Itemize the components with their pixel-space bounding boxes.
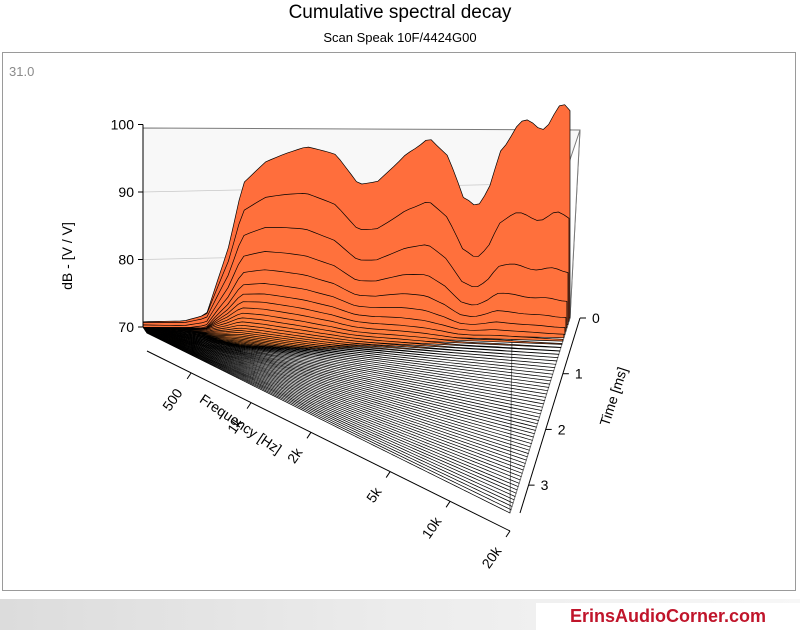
brand-logo[interactable]: ErinsAudioCorner.com	[569, 606, 767, 626]
z-tick-label: 90	[118, 184, 134, 200]
x-tick-label: 5k	[363, 483, 385, 505]
decay-slice	[146, 332, 514, 504]
decay-slice	[144, 329, 544, 405]
x-tick	[385, 471, 391, 478]
decay-slice	[145, 330, 528, 458]
decay-slice	[145, 331, 526, 464]
decay-slice	[143, 328, 552, 382]
decay-slice	[145, 330, 531, 448]
y-axis-label: Time [ms]	[596, 365, 630, 428]
decay-slice	[145, 331, 521, 481]
z-tick-label: 80	[118, 252, 134, 268]
y-tick-label: 3	[541, 477, 549, 493]
decay-slice	[144, 329, 545, 401]
x-tick	[246, 402, 252, 409]
decay-slice	[146, 332, 515, 501]
decay-slice	[146, 332, 511, 514]
decay-slice	[145, 330, 534, 438]
y-tick-label: 0	[592, 310, 600, 326]
z-tick-label: 70	[118, 319, 134, 335]
decay-slice	[145, 330, 532, 444]
z-axis-label: dB - [V / V]	[59, 222, 75, 290]
decay-slice	[145, 330, 533, 441]
decay-slice	[145, 330, 529, 454]
decay-slice	[146, 332, 516, 497]
decay-slice	[144, 329, 546, 398]
y-axis-line	[519, 317, 581, 514]
decay-slice	[146, 331, 518, 491]
decay-slice	[145, 330, 535, 435]
x-tick-label: 10k	[418, 513, 445, 541]
decay-slice	[146, 331, 520, 484]
decay-slice	[144, 329, 538, 425]
decay-slice	[144, 330, 536, 431]
x-axis-line	[146, 350, 511, 532]
decay-slice	[144, 329, 543, 408]
x-tick-label: 2k	[284, 444, 306, 466]
y-tick-label: 2	[558, 421, 566, 437]
decay-slice	[146, 332, 512, 511]
decay-slice	[145, 331, 524, 471]
decay-slice	[145, 331, 525, 468]
decay-slice	[145, 331, 527, 461]
x-tick	[505, 530, 511, 538]
x-tick-label: 20k	[478, 543, 505, 571]
decay-slice	[144, 329, 539, 421]
decay-slice	[144, 329, 542, 411]
decay-slices	[142, 104, 571, 514]
z-tick-label: 100	[111, 117, 135, 133]
y-tick-label: 1	[575, 366, 583, 382]
decay-slice	[146, 332, 517, 494]
decay-slice	[145, 331, 522, 477]
decay-slice	[144, 330, 537, 428]
x-tick	[306, 432, 312, 439]
decay-slice	[146, 332, 513, 507]
chart-subtitle: Scan Speak 10F/4424G00	[323, 30, 477, 45]
x-tick	[445, 501, 451, 508]
scale-readout: 31.0	[9, 64, 35, 79]
chart-title: Cumulative spectral decay	[288, 2, 512, 23]
brand-box	[536, 603, 800, 630]
x-tick	[186, 372, 192, 380]
decay-slice	[146, 331, 519, 487]
decay-slice	[144, 329, 541, 415]
decay-slice	[145, 331, 523, 474]
x-tick-label: 500	[159, 385, 186, 413]
decay-slice	[143, 328, 557, 365]
x-axis-label: Frequency [Hz]	[197, 391, 285, 457]
decay-slice	[145, 330, 530, 451]
decay-slice	[144, 329, 540, 418]
